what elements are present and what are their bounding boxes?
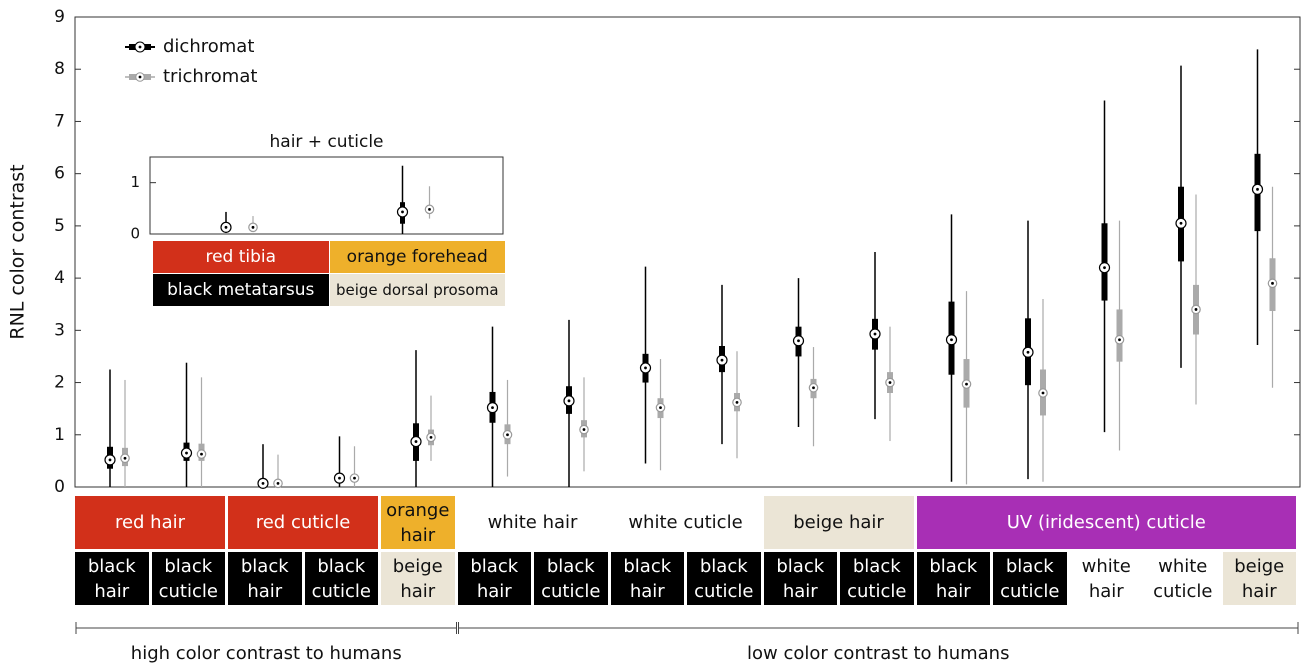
median-dot [873, 332, 877, 336]
median-dot [1118, 338, 1121, 342]
bracket [458, 622, 1299, 634]
y-tick-label: 4 [54, 268, 65, 288]
y-tick-label: 3 [54, 320, 65, 340]
median-dot [506, 433, 509, 437]
category-label: black hair [916, 552, 990, 605]
group-label: red tibia [153, 241, 329, 273]
category-label: black cuticle [304, 552, 378, 605]
category-label: black hair [228, 552, 302, 605]
group-label: red cuticle [228, 496, 378, 549]
legend-label: dichromat [163, 36, 254, 57]
category-label: black hair [75, 552, 149, 605]
category-label: black metatarsus [153, 274, 329, 306]
legend-swatch [138, 45, 142, 49]
bracket-label: high color contrast to humans [131, 643, 402, 664]
legend-swatch [138, 75, 142, 79]
group-label: white cuticle [610, 496, 761, 549]
y-tick-label: 1 [54, 425, 65, 445]
plot-frame [149, 156, 504, 235]
median-dot [108, 458, 112, 462]
median-dot [567, 399, 571, 403]
y-tick-label: 0 [54, 477, 65, 497]
y-tick-label: 6 [54, 164, 65, 184]
median-dot [965, 382, 968, 386]
bracket [75, 622, 457, 634]
median-dot [1179, 221, 1183, 225]
median-dot [276, 481, 280, 485]
y-tick-label: 0 [130, 225, 140, 243]
median-dot [812, 386, 815, 390]
y-tick-label: 2 [54, 373, 65, 393]
median-dot [200, 452, 203, 456]
category-label: black cuticle [534, 552, 608, 605]
median-dot [401, 210, 404, 214]
median-dot [123, 456, 127, 460]
category-label: black hair [610, 552, 684, 605]
category-label: beige hair [1222, 552, 1296, 605]
median-dot [735, 401, 739, 404]
category-label: black cuticle [993, 552, 1067, 605]
bracket-label: low color contrast to humans [747, 643, 1009, 664]
median-dot [353, 476, 356, 480]
median-dot [338, 476, 341, 480]
category-label: black cuticle [840, 552, 914, 605]
median-dot [224, 225, 228, 229]
median-dot [261, 481, 265, 485]
median-dot [1026, 350, 1030, 354]
median-dot [1256, 187, 1259, 191]
category-label: black cuticle [687, 552, 761, 605]
median-dot [1103, 266, 1106, 270]
median-dot [1271, 281, 1274, 285]
median-dot [185, 451, 188, 455]
category-label: white hair [1069, 552, 1143, 605]
box [1101, 223, 1108, 301]
group-label: red hair [75, 496, 225, 549]
y-tick-label: 8 [54, 59, 65, 79]
y-tick-label: 7 [54, 111, 65, 131]
median-dot [582, 428, 586, 431]
median-dot [251, 225, 255, 229]
plot-frame [74, 16, 1301, 488]
median-dot [888, 381, 892, 384]
y-tick-label: 9 [54, 7, 65, 27]
median-dot [950, 338, 953, 342]
y-axis-label: RNL color contrast [7, 164, 29, 339]
median-dot [1194, 308, 1198, 311]
median-dot [659, 406, 662, 410]
category-label: white cuticle [1146, 552, 1220, 605]
group-label: white hair [457, 496, 608, 549]
group-label: UV (iridescent) cuticle [916, 496, 1296, 549]
category-label: beige dorsal prosoma [329, 274, 505, 306]
category-label: black hair [763, 552, 837, 605]
group-label: orange forehead [329, 241, 505, 273]
inset-title: hair + cuticle [270, 132, 384, 152]
y-tick-label: 1 [130, 173, 140, 191]
category-label: beige hair [381, 552, 455, 605]
median-dot [797, 339, 800, 343]
median-dot [1041, 391, 1045, 395]
group-label: orange hair [381, 496, 455, 549]
median-dot [644, 366, 647, 370]
median-dot [491, 406, 494, 410]
median-dot [720, 358, 724, 362]
y-tick-label: 5 [54, 216, 65, 236]
category-label: black hair [457, 552, 531, 605]
group-label: beige hair [763, 496, 914, 549]
median-dot [414, 440, 418, 443]
category-label: black cuticle [151, 552, 225, 605]
legend-label: trichromat [163, 66, 257, 87]
median-dot [429, 435, 433, 439]
median-dot [428, 207, 431, 211]
